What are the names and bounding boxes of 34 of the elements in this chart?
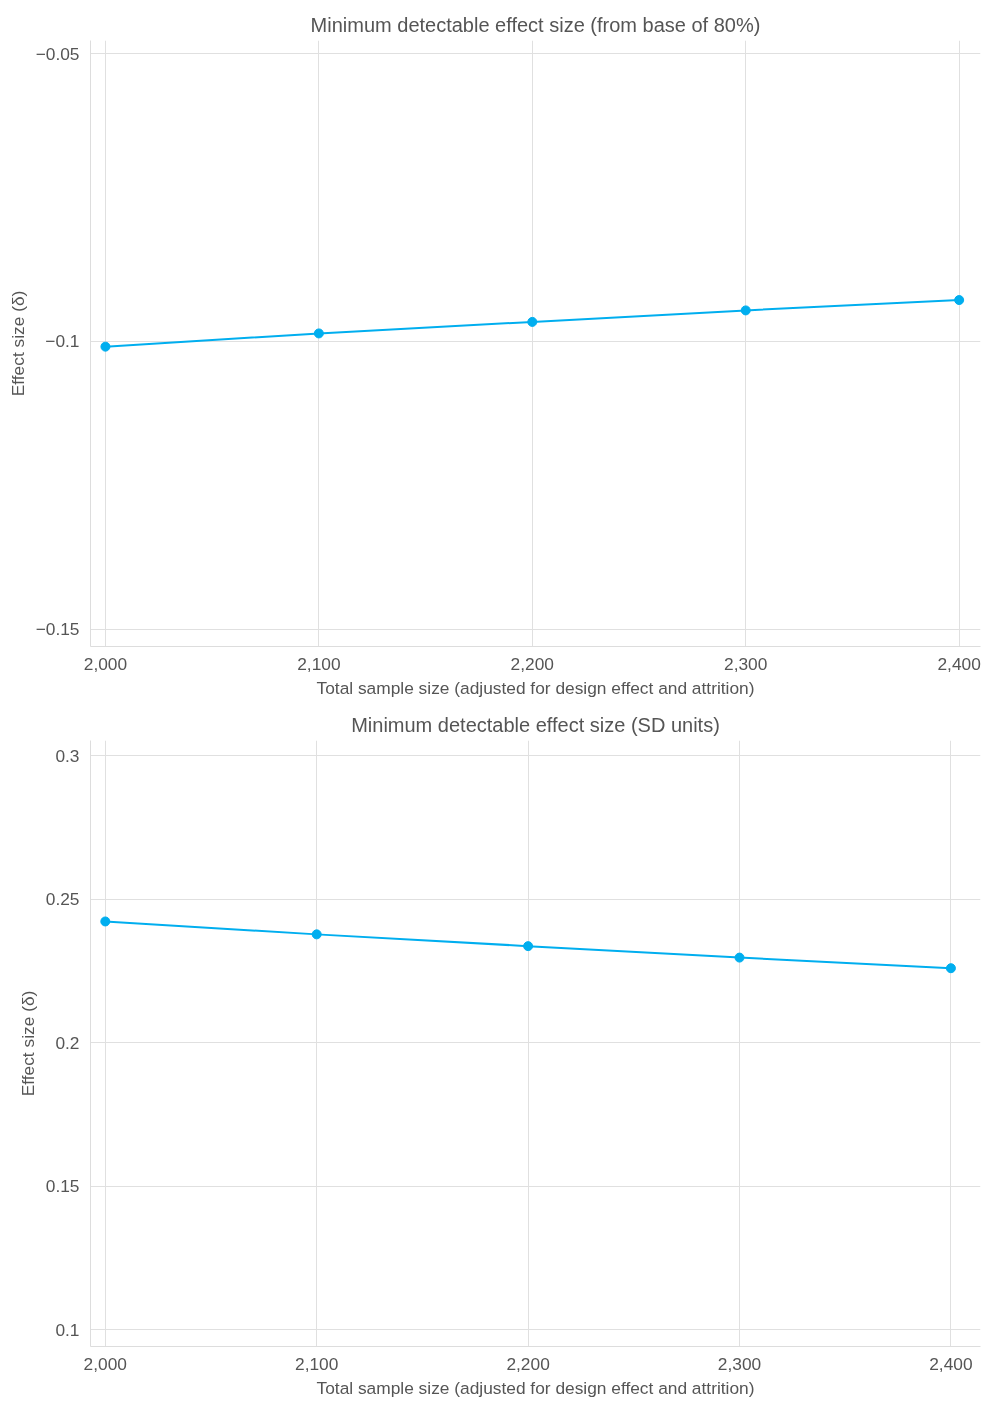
y-axis-title: Effect size (δ) xyxy=(17,990,38,1097)
y-tick-label: 0.1 xyxy=(55,1319,80,1340)
point xyxy=(311,929,322,940)
x-tick-label: 2,400 xyxy=(929,1353,973,1374)
x-tick-label: 2,100 xyxy=(295,1353,339,1374)
point xyxy=(100,341,111,352)
x-tick-label: 2,300 xyxy=(724,653,768,674)
x-axis-title: Total sample size (adjusted for design effect and attrition) xyxy=(316,677,755,698)
y-tick-label: 0.3 xyxy=(55,745,80,766)
y-tick-label: −0.1 xyxy=(45,331,80,352)
point xyxy=(734,952,745,963)
x-tick-label: 2,400 xyxy=(937,653,981,674)
x-tick-label: 2,100 xyxy=(297,653,341,674)
y-axis-title: Effect size (δ) xyxy=(7,290,28,397)
y-tick-label: −0.05 xyxy=(35,43,80,64)
y-tick-label: 0.2 xyxy=(55,1032,80,1053)
y-tick-label: 0.25 xyxy=(45,889,80,910)
point xyxy=(945,963,956,974)
x-tick-label: 2,000 xyxy=(83,653,128,674)
point xyxy=(527,316,538,327)
y-tick-label: −0.15 xyxy=(35,619,80,640)
point xyxy=(313,328,324,339)
point xyxy=(100,916,111,927)
x-tick-label: 2,200 xyxy=(510,653,554,674)
point xyxy=(740,305,751,316)
x-axis-title: Total sample size (adjusted for design effect and attrition) xyxy=(316,1377,755,1398)
y-tick-label: 0.15 xyxy=(45,1176,80,1197)
x-tick-label: 2,300 xyxy=(717,1353,762,1374)
point xyxy=(954,295,965,306)
chart-title: Minimum detectable effect size (from base of 80%) xyxy=(310,13,761,36)
point xyxy=(523,941,534,952)
x-tick-label: 2,200 xyxy=(506,1353,550,1374)
chart-title: Minimum detectable effect size (SD units) xyxy=(351,713,720,736)
x-tick-label: 2,000 xyxy=(83,1353,127,1374)
